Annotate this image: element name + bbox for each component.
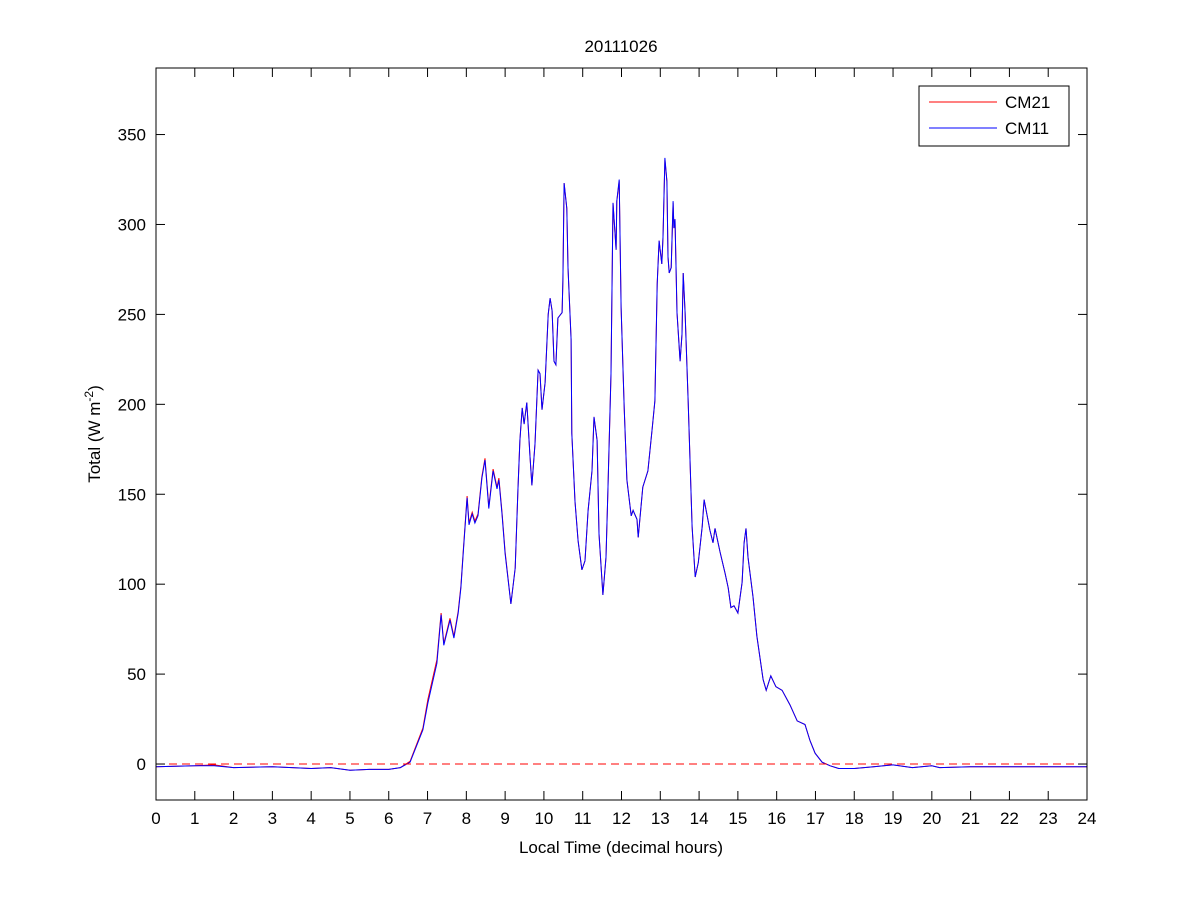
- x-tick-label: 16: [767, 809, 786, 828]
- x-tick-label: 20: [922, 809, 941, 828]
- x-tick-label: 7: [423, 809, 432, 828]
- x-tick-label: 1: [190, 809, 199, 828]
- x-tick-label: 8: [462, 809, 471, 828]
- x-tick-label: 10: [534, 809, 553, 828]
- y-tick-label: 50: [127, 665, 146, 684]
- x-tick-label: 11: [574, 809, 592, 828]
- x-tick-label: 21: [961, 809, 980, 828]
- x-tick-label: 14: [690, 809, 709, 828]
- y-axis-label-superscript: -2: [82, 391, 96, 402]
- x-tick-label: 2: [229, 809, 238, 828]
- ticks-layer: 0 1 2 3 4 5 6 7 8 9 10 11 12 13 14 15 16 17 18 19 20 21 22 23 24…: [118, 68, 1097, 828]
- y-axis-label: Total (W m-2): [82, 385, 104, 483]
- legend-label-cm11: CM11: [1005, 119, 1049, 138]
- y-axis-label-main: Total (W m: [85, 402, 104, 483]
- x-tick-label: 13: [651, 809, 670, 828]
- x-tick-label: 9: [500, 809, 509, 828]
- series-line-cm21: [155, 159, 1087, 771]
- x-tick-label: 5: [345, 809, 354, 828]
- series-layer: [155, 157, 1087, 771]
- x-tick-label: 4: [306, 809, 315, 828]
- y-tick-label: 300: [118, 215, 146, 234]
- plot-area-frame: [155, 67, 1088, 801]
- y-tick-label: 350: [118, 126, 146, 145]
- y-tick-label: 0: [137, 755, 146, 774]
- legend-box: [918, 85, 1070, 147]
- y-axis-label-close: ): [85, 385, 104, 391]
- x-axis-label: Local Time (decimal hours): [519, 838, 723, 857]
- x-tick-label: 19: [884, 809, 903, 828]
- x-tick-label: 24: [1078, 809, 1097, 828]
- y-tick-label: 200: [118, 395, 146, 414]
- x-tick-label: 3: [268, 809, 277, 828]
- x-tick-label: 12: [612, 809, 631, 828]
- chart-title: 20111026: [584, 37, 657, 56]
- x-tick-label: 0: [151, 809, 160, 828]
- series-line-cm11: [155, 157, 1087, 771]
- x-tick-label: 22: [1000, 809, 1019, 828]
- x-tick-label: 18: [845, 809, 864, 828]
- x-tick-label: 23: [1039, 809, 1058, 828]
- x-tick-label: 15: [728, 809, 747, 828]
- x-tick-label: 6: [384, 809, 393, 828]
- legend: CM21 CM11: [918, 85, 1070, 147]
- x-tick-label: 17: [806, 809, 825, 828]
- y-tick-label: 100: [118, 575, 146, 594]
- legend-label-cm21: CM21: [1005, 93, 1050, 112]
- y-tick-label: 150: [118, 485, 146, 504]
- y-tick-label: 250: [118, 305, 146, 324]
